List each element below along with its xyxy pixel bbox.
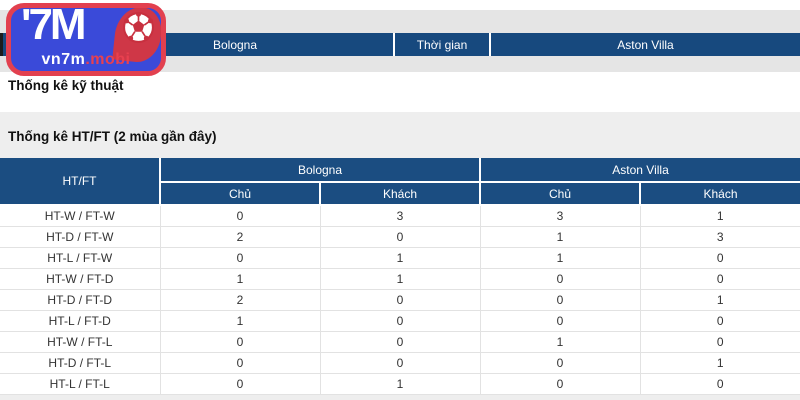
group-header-away: Aston Villa	[479, 158, 800, 183]
row-label: HT-L / FT-D	[0, 309, 161, 332]
stat-cell: 0	[319, 309, 481, 332]
row-label: HT-D / FT-D	[0, 288, 161, 311]
logo-domain-name: vn7m	[41, 51, 86, 68]
subheader-away-khach: Khách	[639, 181, 800, 206]
content-area: Thống kê HT/FT (2 mùa gần đây) HT/FT Bol…	[0, 112, 800, 400]
stat-cell: 3	[639, 225, 800, 248]
stat-cell: 0	[319, 288, 481, 311]
stat-cell: 0	[159, 204, 321, 227]
bottom-gray-band	[0, 56, 800, 72]
stat-cell: 0	[319, 330, 481, 353]
row-label: HT-W / FT-W	[0, 204, 161, 227]
stat-cell: 0	[639, 267, 800, 290]
nav-separator	[393, 33, 395, 56]
stat-cell: 0	[319, 351, 481, 374]
stat-cell: 2	[159, 288, 321, 311]
row-label: HT-W / FT-D	[0, 267, 161, 290]
away-team-header[interactable]: Aston Villa	[617, 37, 674, 52]
table-row: HT-L / FT-D 1 0 0 0	[0, 309, 800, 332]
subheader-away-chu: Chủ	[479, 181, 642, 206]
stat-cell: 0	[639, 246, 800, 269]
row-label: HT-L / FT-L	[0, 372, 161, 395]
stat-cell: 1	[479, 225, 641, 248]
home-team-header[interactable]: Bologna	[212, 37, 258, 52]
stat-cell: 0	[479, 288, 641, 311]
table-sub-header-row: Chủ Khách Chủ Khách	[0, 181, 800, 206]
stat-cell: 0	[479, 351, 641, 374]
top-gray-band	[0, 10, 800, 33]
stat-cell: 2	[159, 225, 321, 248]
table-row: HT-W / FT-L 0 0 1 0	[0, 330, 800, 353]
stat-cell: 1	[479, 330, 641, 353]
logo-domain-tld: .mobi	[85, 51, 131, 68]
row-label: HT-D / FT-W	[0, 225, 161, 248]
time-column-header: Thời gian	[416, 37, 468, 52]
stat-cell: 1	[159, 309, 321, 332]
row-label: HT-L / FT-W	[0, 246, 161, 269]
nav-separator	[489, 33, 491, 56]
stat-cell: 0	[159, 246, 321, 269]
soccer-ball-icon	[123, 11, 154, 43]
table-row: HT-D / FT-W 2 0 1 3	[0, 225, 800, 248]
group-header-home: Bologna	[158, 158, 482, 183]
htft-corner-header: HT/FT	[0, 158, 161, 206]
match-header-bar: Bologna Thời gian Aston Villa	[0, 33, 800, 56]
stat-cell: 0	[159, 330, 321, 353]
stat-cell: 0	[479, 267, 641, 290]
stat-cell: 1	[639, 288, 800, 311]
stat-cell: 3	[479, 204, 641, 227]
stat-cell: 0	[159, 351, 321, 374]
stat-cell: 0	[479, 372, 641, 395]
stat-cell: 0	[639, 372, 800, 395]
row-label: HT-W / FT-L	[0, 330, 161, 353]
site-logo[interactable]: '7M vn7m.mobi	[6, 3, 166, 76]
stat-cell: 0	[479, 309, 641, 332]
table-row: HT-D / FT-D 2 0 0 1	[0, 288, 800, 311]
stat-cell: 0	[639, 330, 800, 353]
table-row: HT-L / FT-W 0 1 1 0	[0, 246, 800, 269]
logo-domain-text: vn7m.mobi	[11, 51, 161, 69]
stat-cell: 1	[159, 267, 321, 290]
htft-table-body: HT-W / FT-W 0 3 3 1 HT-D / FT-W 2 0 1 3 HT-L / FT-…	[0, 204, 800, 395]
stat-cell: 0	[639, 309, 800, 332]
stat-cell: 1	[319, 267, 481, 290]
tech-stats-title: Thống kê kỹ thuật	[8, 78, 124, 93]
stat-cell: 1	[639, 204, 800, 227]
htft-table-title: Thống kê HT/FT (2 mùa gần đây)	[8, 129, 217, 144]
table-row: HT-W / FT-W 0 3 3 1	[0, 204, 800, 227]
subheader-home-khach: Khách	[318, 181, 482, 206]
table-row: HT-L / FT-L 0 1 0 0	[0, 372, 800, 395]
stat-cell: 1	[479, 246, 641, 269]
stat-cell: 1	[319, 372, 481, 395]
subheader-home-chu: Chủ	[160, 181, 321, 206]
stat-cell: 3	[319, 204, 481, 227]
stat-cell: 1	[319, 246, 481, 269]
stat-cell: 1	[639, 351, 800, 374]
table-row: HT-W / FT-D 1 1 0 0	[0, 267, 800, 290]
logo-7m-text: '7M	[21, 3, 87, 49]
table-group-header-row: HT/FT Bologna Aston Villa	[0, 158, 800, 206]
row-label: HT-D / FT-L	[0, 351, 161, 374]
htft-stats-table: HT/FT Bologna Aston Villa Chủ Khách Chủ …	[0, 158, 800, 395]
table-row: HT-D / FT-L 0 0 0 1	[0, 351, 800, 374]
stat-cell: 0	[159, 372, 321, 395]
stat-cell: 0	[319, 225, 481, 248]
